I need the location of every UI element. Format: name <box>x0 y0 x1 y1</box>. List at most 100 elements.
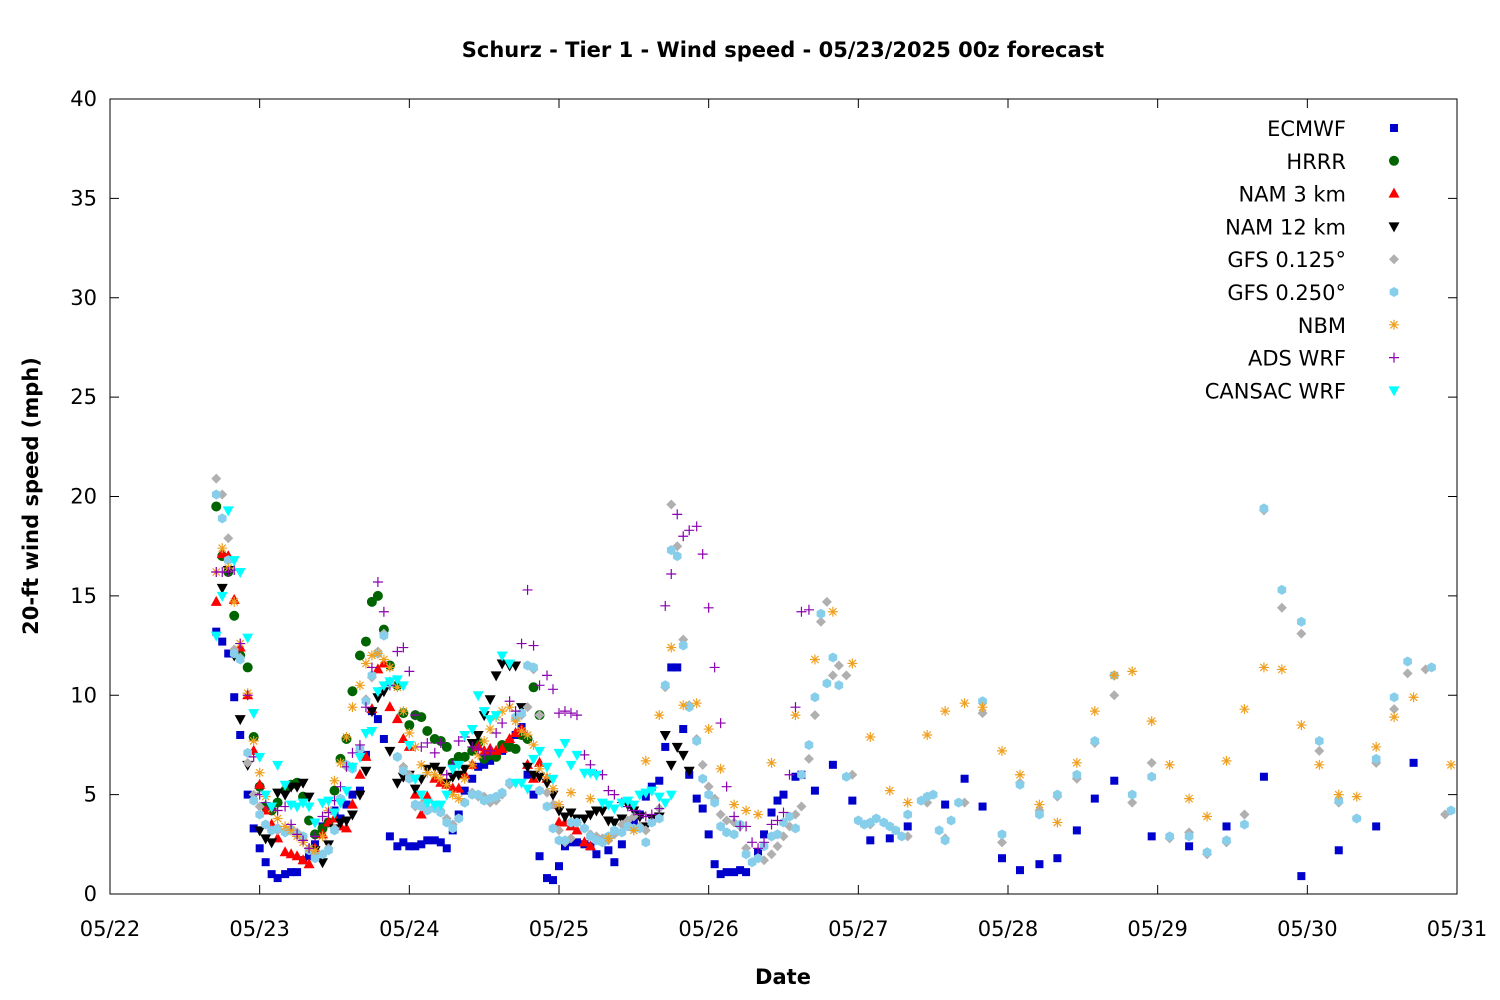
data-point <box>399 838 408 847</box>
data-point <box>305 852 314 861</box>
data-point <box>729 811 740 822</box>
data-point <box>453 735 464 746</box>
data-point <box>516 726 527 737</box>
data-point <box>310 831 321 842</box>
data-point <box>736 866 745 875</box>
data-point <box>366 707 378 718</box>
data-point <box>391 675 403 686</box>
data-point <box>1334 795 1344 806</box>
data-point <box>1052 817 1063 828</box>
data-point <box>646 809 657 820</box>
data-point <box>1259 772 1268 781</box>
data-point <box>1389 712 1400 723</box>
data-point <box>379 734 388 743</box>
data-point <box>1239 809 1250 820</box>
data-point <box>291 782 303 793</box>
data-point <box>398 642 409 653</box>
data-point <box>304 843 315 854</box>
data-point <box>217 513 227 524</box>
data-point <box>422 805 432 816</box>
data-point <box>497 706 508 717</box>
data-point <box>211 489 221 500</box>
data-point <box>329 808 340 819</box>
data-point <box>373 715 382 724</box>
data-point <box>1296 720 1307 731</box>
data-point <box>1402 668 1413 679</box>
data-point <box>753 843 764 854</box>
data-point <box>1352 813 1362 824</box>
data-point <box>578 814 590 825</box>
data-point <box>372 663 384 674</box>
data-point <box>959 698 970 709</box>
data-point <box>529 662 538 673</box>
legend-marker <box>1388 187 1400 198</box>
data-point <box>522 730 533 740</box>
data-point <box>803 604 814 615</box>
legend-label: CANSAC WRF <box>1205 379 1346 403</box>
data-point <box>372 693 384 704</box>
data-point <box>297 854 309 865</box>
data-point <box>1371 741 1382 752</box>
data-point <box>548 823 558 834</box>
data-point <box>1314 735 1324 746</box>
data-point <box>543 874 552 883</box>
data-point <box>1371 753 1381 764</box>
data-point <box>541 778 553 789</box>
data-point <box>553 806 565 817</box>
data-point <box>678 700 689 711</box>
data-point <box>366 650 377 661</box>
data-point <box>354 680 365 691</box>
data-point <box>1446 759 1457 770</box>
data-point <box>534 746 546 757</box>
data-point <box>759 837 770 848</box>
legend-label: GFS 0.250° <box>1227 281 1346 305</box>
data-point <box>398 706 409 717</box>
y-tick-label: 0 <box>84 882 97 906</box>
legend-marker <box>1390 124 1398 132</box>
data-point <box>1089 706 1100 717</box>
data-point <box>1389 704 1400 715</box>
data-point <box>523 770 532 779</box>
data-point <box>580 823 589 834</box>
data-point <box>847 658 858 669</box>
legend-label: ECMWF <box>1267 117 1346 141</box>
data-point <box>441 790 453 801</box>
data-point <box>324 845 333 856</box>
data-point <box>504 732 516 743</box>
legend-marker <box>1389 319 1399 330</box>
data-point <box>467 759 478 770</box>
data-point <box>272 805 283 816</box>
data-point <box>554 799 564 810</box>
legend-marker <box>1389 254 1399 265</box>
data-point <box>292 829 303 840</box>
data-point <box>534 710 545 721</box>
data-point <box>248 709 260 720</box>
data-point <box>704 789 713 800</box>
y-tick-label: 5 <box>84 783 97 807</box>
x-tick-label: 05/23 <box>229 917 290 941</box>
data-point <box>229 648 239 659</box>
data-point <box>422 767 433 778</box>
legend-label: ADS WRF <box>1248 347 1346 371</box>
data-point <box>940 706 951 717</box>
data-point <box>497 787 507 798</box>
data-point <box>617 840 626 849</box>
data-point <box>360 702 371 713</box>
data-point <box>484 695 496 706</box>
data-point <box>848 796 857 805</box>
legend-label: NAM 12 km <box>1225 215 1346 239</box>
data-point <box>260 790 272 801</box>
data-point <box>677 750 689 761</box>
data-point <box>416 741 427 752</box>
data-point <box>997 829 1007 840</box>
data-point <box>541 762 553 773</box>
data-point <box>548 684 559 695</box>
data-point <box>243 790 252 799</box>
legend-marker <box>1389 352 1399 363</box>
data-point <box>479 735 490 746</box>
data-point <box>922 730 933 740</box>
data-point <box>622 796 634 807</box>
data-point <box>772 815 783 826</box>
data-point <box>254 767 265 778</box>
data-point <box>1185 842 1194 851</box>
